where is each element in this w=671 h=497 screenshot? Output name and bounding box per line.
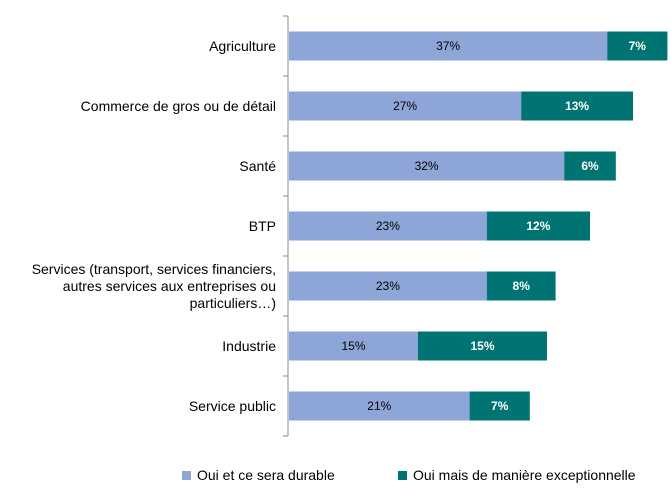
category-label: Santé xyxy=(239,158,276,174)
bar-durable xyxy=(289,271,487,301)
category-labels: Agriculture Commerce de gros ou de détail… xyxy=(32,38,277,414)
bar-durable xyxy=(289,91,522,121)
bar-durable xyxy=(289,391,470,421)
bar-durable xyxy=(289,151,565,181)
category-label: Services (transport, services financiers… xyxy=(32,261,276,311)
data-label: 7% xyxy=(629,39,647,53)
chart-svg: 37% 7% 27% 13% 32% 6% 23% 12% 23% 8% 15% 15% 21% 7% A… xyxy=(32,15,668,437)
data-label: 15% xyxy=(470,339,494,353)
axis xyxy=(283,15,289,437)
data-label: 7% xyxy=(491,399,509,413)
data-label: 32% xyxy=(415,159,439,173)
bar-exceptionnelle xyxy=(486,271,556,301)
bar-exceptionnelle xyxy=(564,151,616,181)
category-label: BTP xyxy=(249,218,276,234)
category-label: Agriculture xyxy=(209,38,276,54)
data-label: 27% xyxy=(393,99,417,113)
category-label: Industrie xyxy=(222,338,276,354)
category-label: Commerce de gros ou de détail xyxy=(81,98,276,114)
data-label: 23% xyxy=(376,279,400,293)
data-label: 13% xyxy=(565,99,589,113)
bar-exceptionnelle xyxy=(469,391,530,421)
bar-durable xyxy=(289,211,487,241)
data-label: 37% xyxy=(436,39,460,53)
legend-item-exceptionnelle: Oui mais de manière exceptionnelle xyxy=(398,467,636,483)
bar-exceptionnelle xyxy=(418,331,547,361)
data-label: 8% xyxy=(513,279,531,293)
legend-label-durable: Oui et ce sera durable xyxy=(197,467,335,483)
bar-exceptionnelle xyxy=(521,91,633,121)
legend: Oui et ce sera durable Oui mais de maniè… xyxy=(0,467,671,489)
data-label: 23% xyxy=(376,219,400,233)
legend-swatch-durable xyxy=(182,470,191,480)
data-label: 21% xyxy=(367,399,391,413)
bar-exceptionnelle xyxy=(607,31,668,61)
data-label: 6% xyxy=(581,159,599,173)
category-label: Service public xyxy=(189,398,276,414)
legend-swatch-exceptionnelle xyxy=(398,470,407,480)
bar-durable xyxy=(289,31,608,61)
bar-exceptionnelle xyxy=(486,211,590,241)
data-label: 15% xyxy=(341,339,365,353)
legend-item-durable: Oui et ce sera durable xyxy=(182,467,335,483)
legend-label-exceptionnelle: Oui mais de manière exceptionnelle xyxy=(413,467,636,483)
data-label: 12% xyxy=(526,219,550,233)
bars: 37% 7% 27% 13% 32% 6% 23% 12% 23% 8% 15% 15% 21% 7% xyxy=(289,31,668,421)
bar-durable xyxy=(289,331,418,361)
